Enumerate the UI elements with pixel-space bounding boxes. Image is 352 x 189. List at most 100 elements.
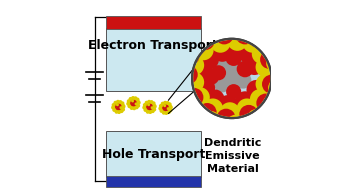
Circle shape xyxy=(163,101,167,105)
Circle shape xyxy=(245,55,264,75)
FancyBboxPatch shape xyxy=(106,16,201,29)
Circle shape xyxy=(199,50,219,69)
FancyBboxPatch shape xyxy=(106,176,201,187)
Circle shape xyxy=(120,109,124,113)
Circle shape xyxy=(167,106,171,110)
Circle shape xyxy=(160,106,164,110)
Circle shape xyxy=(111,105,115,109)
Circle shape xyxy=(112,108,116,112)
Circle shape xyxy=(130,100,134,104)
Circle shape xyxy=(203,68,219,85)
Circle shape xyxy=(158,106,162,110)
Circle shape xyxy=(161,104,165,108)
Circle shape xyxy=(210,32,231,53)
Circle shape xyxy=(163,105,168,110)
Circle shape xyxy=(194,63,213,83)
Circle shape xyxy=(112,103,116,107)
Circle shape xyxy=(164,102,169,106)
Circle shape xyxy=(118,100,122,104)
Circle shape xyxy=(117,106,120,109)
Circle shape xyxy=(118,104,122,108)
Circle shape xyxy=(146,110,150,114)
Circle shape xyxy=(239,105,258,124)
FancyBboxPatch shape xyxy=(106,28,201,91)
Circle shape xyxy=(159,104,163,108)
Circle shape xyxy=(113,105,117,109)
Circle shape xyxy=(189,87,210,108)
Circle shape xyxy=(163,108,167,112)
Circle shape xyxy=(150,102,154,106)
Circle shape xyxy=(184,88,203,107)
Circle shape xyxy=(117,110,121,114)
Text: Electron Transport: Electron Transport xyxy=(88,39,218,52)
Circle shape xyxy=(132,102,135,105)
Circle shape xyxy=(116,103,119,106)
Circle shape xyxy=(144,105,148,109)
Circle shape xyxy=(169,105,172,109)
Circle shape xyxy=(226,115,245,133)
Circle shape xyxy=(187,28,205,46)
Circle shape xyxy=(129,104,133,108)
Circle shape xyxy=(164,108,169,112)
Circle shape xyxy=(120,105,124,109)
Circle shape xyxy=(237,98,257,119)
Circle shape xyxy=(151,106,153,109)
Circle shape xyxy=(137,101,140,105)
Circle shape xyxy=(116,100,120,104)
Circle shape xyxy=(145,103,149,107)
Circle shape xyxy=(218,95,238,115)
Circle shape xyxy=(132,103,136,107)
Circle shape xyxy=(211,65,226,80)
Circle shape xyxy=(145,101,149,105)
Circle shape xyxy=(114,110,119,114)
Circle shape xyxy=(161,108,165,112)
Circle shape xyxy=(162,105,166,109)
Circle shape xyxy=(113,101,118,105)
Circle shape xyxy=(262,100,281,118)
Circle shape xyxy=(225,49,242,66)
Circle shape xyxy=(256,74,276,94)
Circle shape xyxy=(117,101,121,105)
Circle shape xyxy=(132,98,136,101)
Circle shape xyxy=(116,107,120,111)
Circle shape xyxy=(116,104,121,109)
Circle shape xyxy=(220,102,240,123)
Circle shape xyxy=(119,102,123,106)
Circle shape xyxy=(151,107,155,111)
Circle shape xyxy=(146,102,150,106)
Circle shape xyxy=(183,98,201,116)
Circle shape xyxy=(149,104,154,108)
Circle shape xyxy=(121,108,125,112)
Circle shape xyxy=(145,107,149,111)
Circle shape xyxy=(195,78,215,98)
Circle shape xyxy=(214,76,231,92)
Circle shape xyxy=(134,102,138,105)
Circle shape xyxy=(262,75,281,94)
Circle shape xyxy=(131,96,135,100)
Circle shape xyxy=(202,111,220,129)
Circle shape xyxy=(152,101,156,105)
Circle shape xyxy=(163,105,166,108)
Circle shape xyxy=(137,100,140,104)
Circle shape xyxy=(150,100,153,104)
FancyBboxPatch shape xyxy=(106,131,201,177)
Circle shape xyxy=(266,54,284,72)
Circle shape xyxy=(115,102,119,106)
Circle shape xyxy=(122,105,125,109)
Circle shape xyxy=(260,50,279,69)
Circle shape xyxy=(221,73,239,91)
Circle shape xyxy=(132,106,136,110)
Circle shape xyxy=(149,104,152,107)
Circle shape xyxy=(165,101,170,105)
Circle shape xyxy=(237,61,253,77)
Circle shape xyxy=(151,109,155,113)
Circle shape xyxy=(136,98,139,101)
Circle shape xyxy=(128,101,132,105)
Circle shape xyxy=(215,26,234,44)
Circle shape xyxy=(166,103,170,107)
Circle shape xyxy=(184,72,204,92)
Circle shape xyxy=(235,72,251,89)
Circle shape xyxy=(268,79,286,97)
Circle shape xyxy=(167,110,171,114)
Circle shape xyxy=(133,105,137,108)
